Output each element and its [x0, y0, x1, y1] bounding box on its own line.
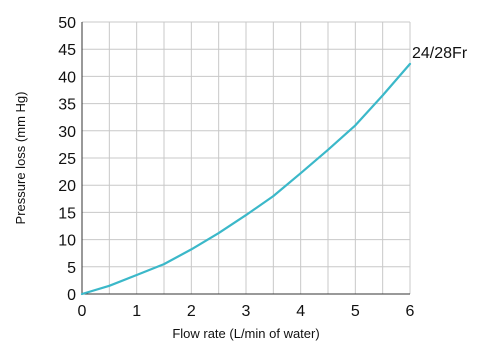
series-lines [80, 62, 412, 296]
y-tick-label: 50 [58, 15, 76, 32]
y-tick-label: 35 [58, 97, 76, 114]
x-tick-label: 1 [132, 303, 141, 320]
series-labels: 24/28Fr [412, 45, 468, 62]
y-tick-label: 5 [67, 260, 76, 277]
y-tick-label: 10 [58, 233, 76, 250]
axes [81, 22, 410, 295]
x-axis-title: Flow rate (L/min of water) [172, 326, 319, 341]
series-label: 24/28Fr [412, 45, 468, 62]
y-tick-label: 45 [58, 42, 76, 59]
y-tick-label: 20 [58, 178, 76, 195]
y-axis-title: Pressure loss (mm Hg) [13, 92, 28, 225]
x-tick-label: 5 [351, 303, 360, 320]
x-tick-label: 6 [406, 303, 415, 320]
series-line [80, 62, 412, 296]
x-tick-label: 2 [187, 303, 196, 320]
y-tick-label: 0 [67, 287, 76, 304]
y-tick-label: 30 [58, 124, 76, 141]
x-tick-label: 3 [242, 303, 251, 320]
y-tick-label: 25 [58, 151, 76, 168]
gridlines [81, 21, 411, 295]
x-tick-label: 0 [78, 303, 87, 320]
y-tick-label: 40 [58, 69, 76, 86]
y-tick-label: 15 [58, 205, 76, 222]
x-tick-label: 4 [296, 303, 305, 320]
